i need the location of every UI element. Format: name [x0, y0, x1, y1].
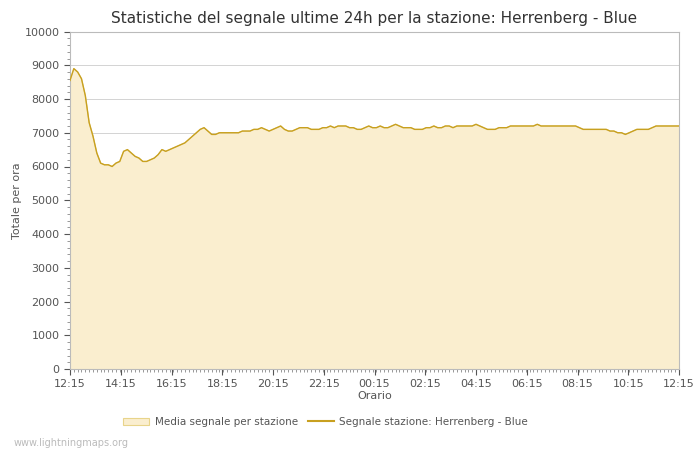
Y-axis label: Totale per ora: Totale per ora	[12, 162, 22, 238]
Legend: Media segnale per stazione, Segnale stazione: Herrenberg - Blue: Media segnale per stazione, Segnale staz…	[119, 413, 532, 431]
X-axis label: Orario: Orario	[357, 391, 392, 401]
Title: Statistiche del segnale ultime 24h per la stazione: Herrenberg - Blue: Statistiche del segnale ultime 24h per l…	[111, 11, 638, 26]
Text: www.lightningmaps.org: www.lightningmaps.org	[14, 438, 129, 448]
